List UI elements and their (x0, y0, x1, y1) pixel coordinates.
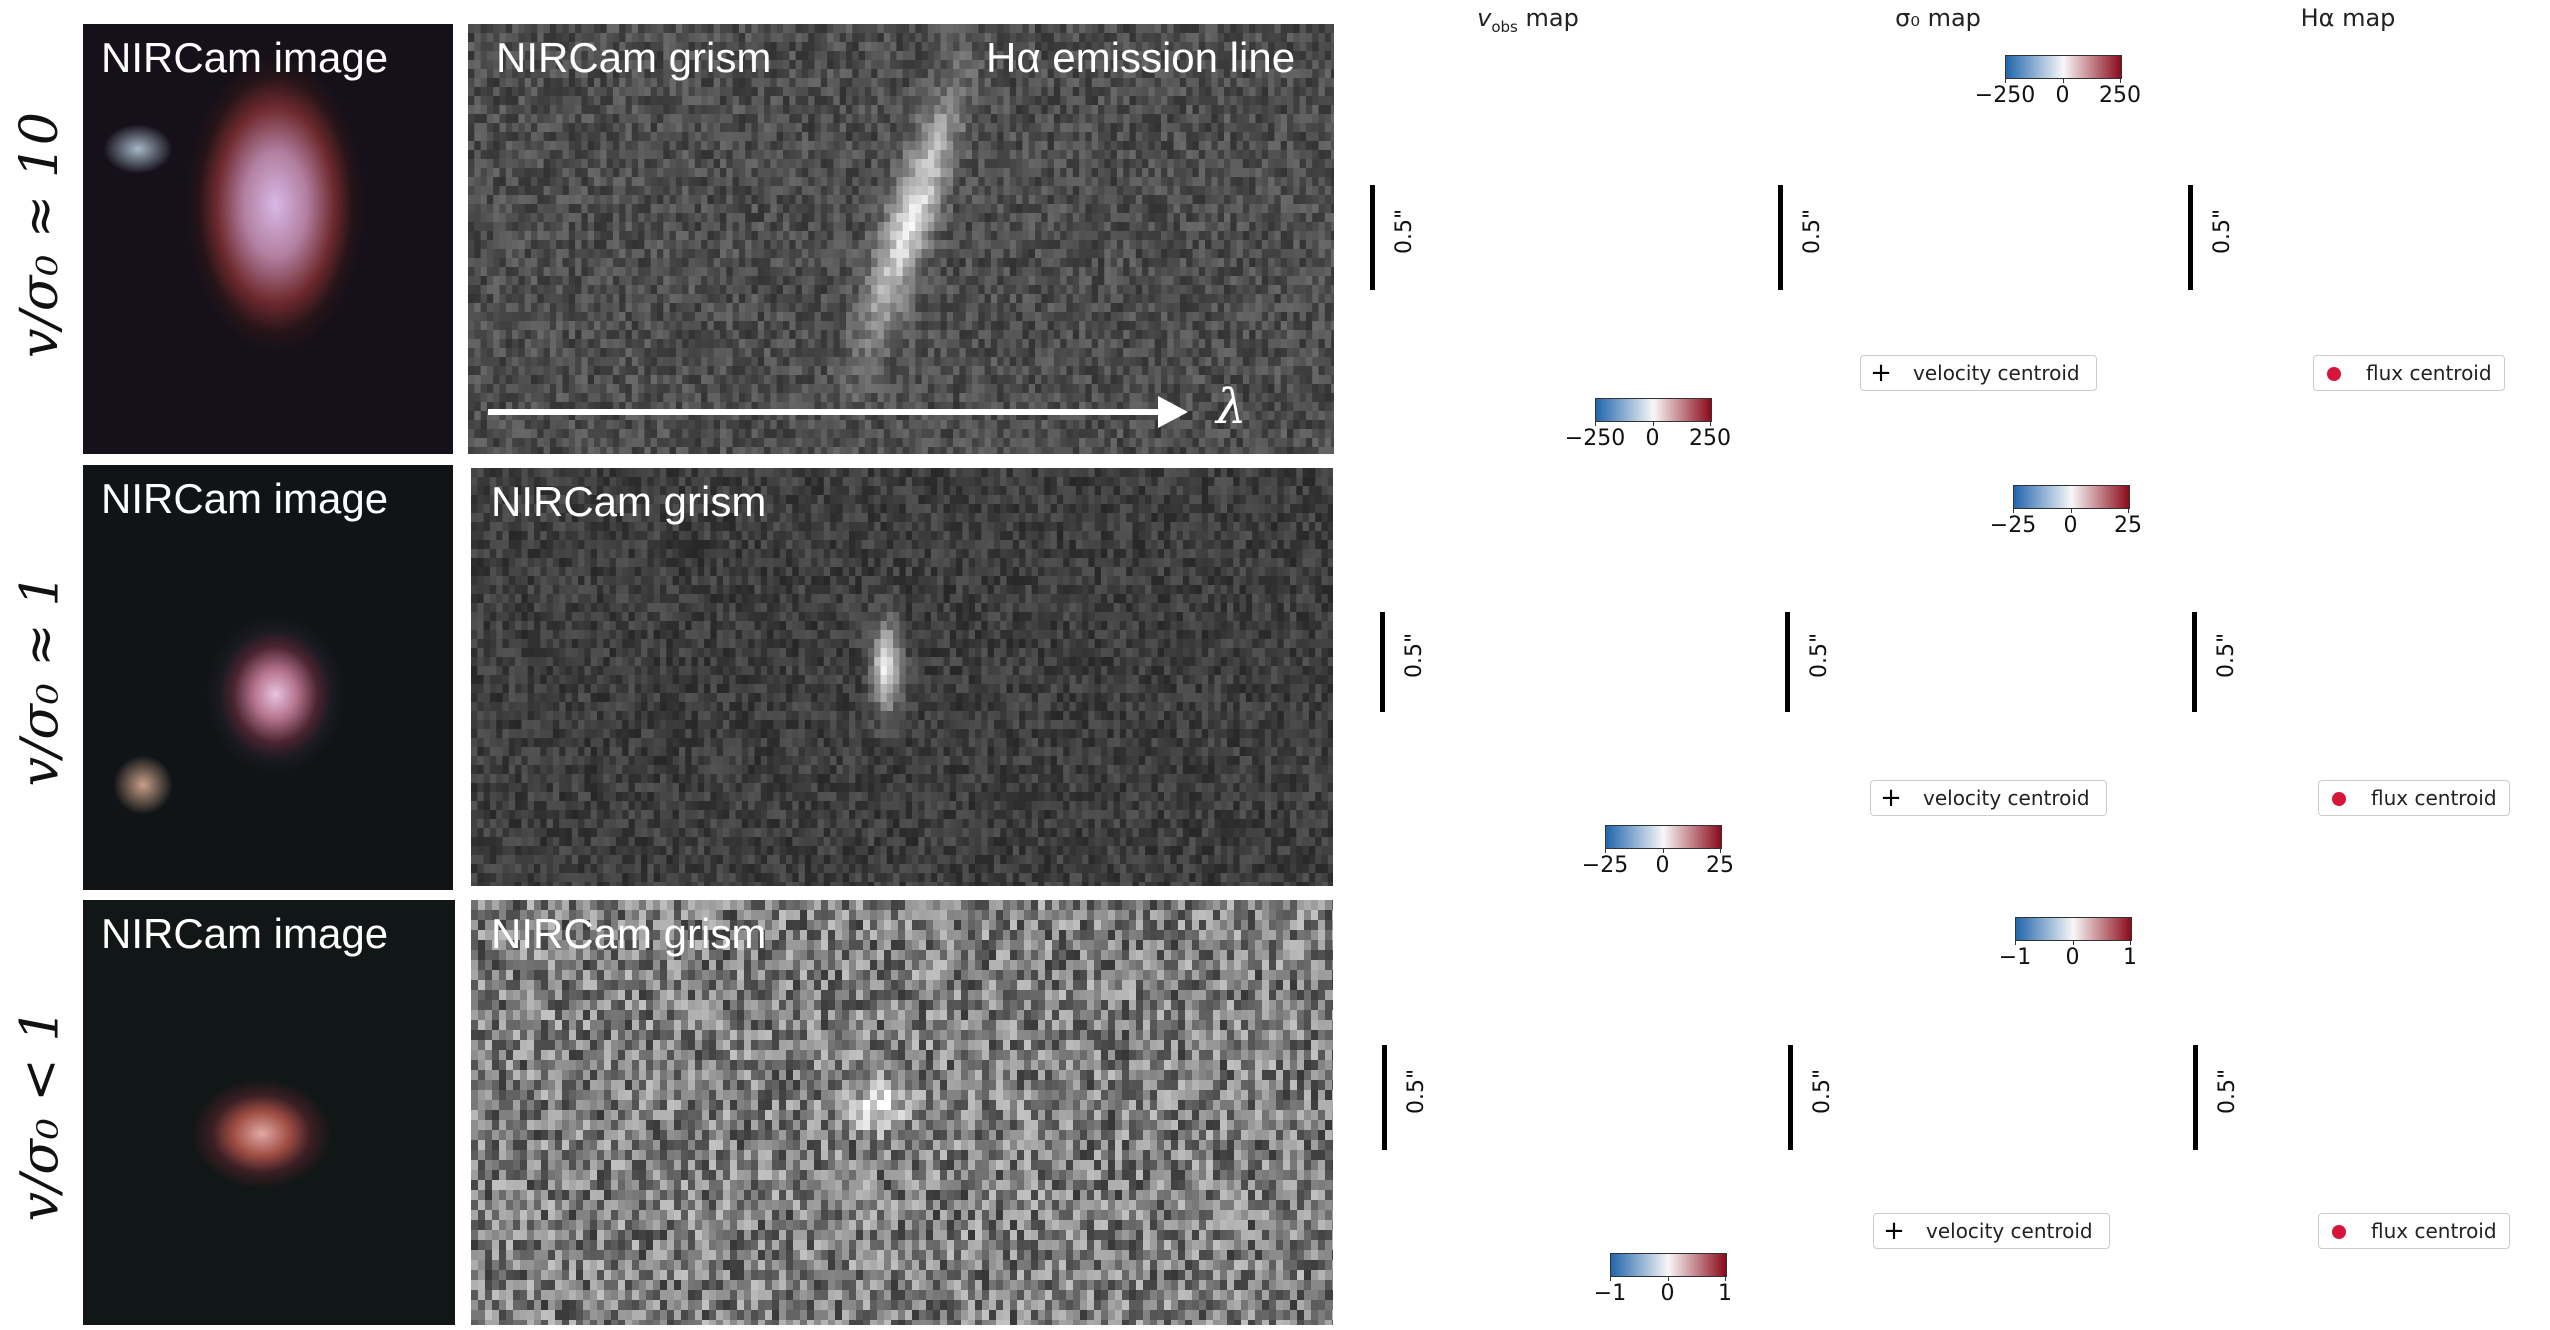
wavelength-arrow (468, 24, 1334, 454)
colorbar (1595, 398, 1712, 422)
colorbar (1610, 1253, 1727, 1277)
flux-legend-label: flux centroid (2359, 786, 2497, 810)
scale-bar (1380, 612, 1385, 712)
dot-marker-icon (2319, 1216, 2359, 1246)
velocity-legend: +velocity centroid (1873, 1213, 2110, 1249)
scale-bar (2188, 185, 2193, 290)
image-label: NIRCam image (101, 34, 388, 82)
nircam-image-row1: NIRCam image (83, 24, 453, 454)
colorbar (1605, 825, 1722, 849)
velocity-legend-label: velocity centroid (1911, 786, 2090, 810)
scale-bar-label: 0.5" (1810, 1068, 1835, 1113)
scale-bar (1778, 185, 1783, 290)
colorbar-tick-label: 1 (2090, 945, 2170, 970)
scale-bar-label: 0.5" (1807, 633, 1832, 678)
grism-label: NIRCam grism (491, 478, 766, 526)
column-title-sigma: σ₀ map (1788, 4, 2088, 32)
wavelength-symbol: λ (1216, 379, 1246, 435)
colorbar (2013, 485, 2130, 509)
plus-marker-icon: + (1874, 1216, 1914, 1246)
scale-bar (1382, 1045, 1387, 1150)
dot-marker-icon (2319, 783, 2359, 813)
plus-marker-icon: + (1861, 358, 1901, 388)
column-title-vobs: vobs map (1378, 4, 1678, 36)
flux-legend: flux centroid (2318, 1213, 2510, 1249)
scale-bar-label: 0.5" (2215, 1068, 2240, 1113)
row-label-2: v/σ₀ ≈ 1 (0, 465, 80, 895)
scale-bar (2192, 612, 2197, 712)
grism-row2: NIRCam grism (471, 468, 1333, 886)
velocity-legend: +velocity centroid (1860, 355, 2097, 391)
image-label: NIRCam image (101, 910, 388, 958)
scale-bar-label: 0.5" (2210, 208, 2235, 253)
velocity-legend-label: velocity centroid (1914, 1219, 2093, 1243)
colorbar-tick-label: 250 (2080, 83, 2160, 108)
plus-marker-icon: + (1871, 783, 1911, 813)
column-title-halpha: Hα map (2198, 4, 2498, 32)
scale-bar (2193, 1045, 2198, 1150)
colorbar-tick-label: 25 (2088, 513, 2168, 538)
scale-bar-label: 0.5" (1800, 208, 1825, 253)
scale-bar-label: 0.5" (1402, 633, 1427, 678)
row-label-1: v/σ₀ ≈ 10 (0, 20, 80, 450)
image-label: NIRCam image (101, 475, 388, 523)
grism-noise (471, 468, 1333, 886)
flux-legend: flux centroid (2313, 355, 2505, 391)
row-label-3: v/σ₀ < 1 (0, 900, 80, 1330)
scale-bar (1370, 185, 1375, 290)
colorbar (2015, 917, 2132, 941)
grism-row3: NIRCam grism (471, 900, 1333, 1325)
grism-row1: NIRCam grism Hα emission line λ (468, 24, 1334, 454)
scale-bar (1788, 1045, 1793, 1150)
nircam-image-row2: NIRCam image (83, 465, 453, 890)
dot-marker-icon (2314, 358, 2354, 388)
scale-bar-label: 0.5" (1392, 208, 1417, 253)
velocity-legend-label: velocity centroid (1901, 361, 2080, 385)
flux-legend: flux centroid (2318, 780, 2510, 816)
grism-noise (471, 900, 1333, 1325)
grism-label: NIRCam grism (491, 910, 766, 958)
scale-bar-label: 0.5" (1404, 1068, 1429, 1113)
flux-legend-label: flux centroid (2359, 1219, 2497, 1243)
colorbar-tick-label: 25 (1680, 853, 1760, 878)
velocity-legend: +velocity centroid (1870, 780, 2107, 816)
colorbar-tick-label: 1 (1685, 1281, 1765, 1306)
colorbar-tick-label: 250 (1670, 426, 1750, 451)
scale-bar-label: 0.5" (2214, 633, 2239, 678)
flux-legend-label: flux centroid (2354, 361, 2492, 385)
nircam-image-row3: NIRCam image (83, 900, 455, 1325)
colorbar (2005, 55, 2122, 79)
scale-bar (1785, 612, 1790, 712)
